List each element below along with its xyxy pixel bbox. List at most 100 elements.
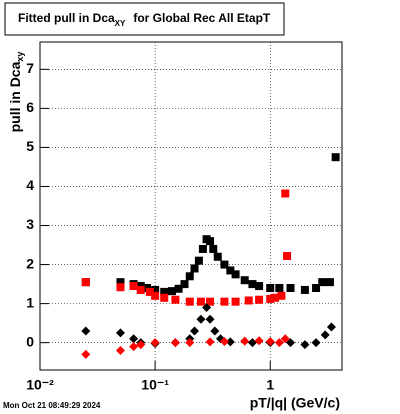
- square-marker: [209, 244, 218, 253]
- square-marker: [240, 276, 249, 285]
- y-tick-label: 4: [26, 177, 34, 193]
- square-marker: [220, 260, 229, 269]
- square-marker: [312, 284, 321, 292]
- diamond-marker: [136, 340, 146, 350]
- diamond-marker: [286, 338, 296, 348]
- square-marker: [167, 287, 176, 296]
- diamond-marker: [320, 330, 330, 340]
- y-tick-label: 0: [26, 333, 34, 349]
- square-marker: [331, 153, 340, 162]
- square-marker: [231, 297, 240, 306]
- square-marker: [145, 287, 154, 296]
- diamond-marker: [202, 303, 212, 313]
- square-marker: [231, 270, 240, 279]
- square-marker: [206, 297, 215, 306]
- square-marker: [196, 297, 205, 306]
- square-marker: [194, 256, 203, 265]
- diamond-marker: [225, 337, 235, 347]
- square-marker: [255, 282, 264, 291]
- title-box: [4, 2, 285, 36]
- y-label-text: pull in Dca: [7, 61, 23, 132]
- square-marker: [275, 284, 284, 292]
- diamond-marker: [311, 338, 321, 348]
- square-marker: [266, 284, 275, 292]
- y-label-subscript: xy: [15, 52, 25, 62]
- diamond-marker: [190, 326, 200, 336]
- diamond-marker: [185, 338, 195, 348]
- diamond-marker: [205, 337, 215, 347]
- diamond-marker: [247, 338, 257, 348]
- x-tick-label: 10⁻¹: [141, 377, 169, 393]
- square-marker: [325, 278, 334, 287]
- square-marker: [160, 293, 169, 302]
- diamond-marker: [326, 322, 336, 332]
- square-marker: [300, 285, 309, 294]
- diamond-marker: [240, 336, 250, 346]
- square-marker: [255, 295, 264, 304]
- diamond-marker: [170, 338, 180, 348]
- diamond-marker: [280, 334, 290, 344]
- square-marker: [220, 297, 229, 306]
- diamond-marker: [205, 314, 215, 324]
- diamond-marker: [129, 342, 139, 352]
- diamond-marker: [115, 328, 125, 338]
- square-marker: [206, 237, 215, 246]
- diamond-marker: [81, 349, 91, 359]
- square-marker: [283, 251, 292, 260]
- diamond-marker: [274, 338, 284, 348]
- square-marker: [180, 280, 189, 289]
- square-marker: [171, 295, 180, 304]
- square-marker: [151, 291, 160, 300]
- y-tick-label: 2: [26, 255, 34, 271]
- x-axis-label: pT/|q| (GeV/c): [250, 395, 340, 411]
- square-marker: [248, 280, 257, 289]
- square-marker: [213, 252, 222, 261]
- y-tick-label: 3: [26, 216, 34, 232]
- square-marker: [281, 189, 290, 198]
- square-marker: [318, 278, 327, 287]
- square-marker: [160, 287, 169, 296]
- y-tick-label: 1: [26, 294, 34, 310]
- square-marker: [244, 296, 253, 305]
- title-text: Fitted pull in Dca: [18, 11, 115, 25]
- title-subscript: XY: [115, 19, 126, 28]
- square-marker: [286, 284, 295, 292]
- square-marker: [81, 278, 90, 287]
- square-marker: [198, 244, 207, 253]
- square-marker: [185, 297, 194, 306]
- square-marker: [136, 285, 145, 294]
- diamond-marker: [129, 334, 139, 344]
- x-tick-label: 1: [266, 377, 274, 393]
- square-marker: [116, 283, 125, 292]
- square-marker: [116, 278, 125, 287]
- square-marker: [185, 272, 194, 281]
- diamond-marker: [265, 336, 275, 346]
- x-tick-label: 10⁻²: [26, 377, 54, 393]
- diamond-marker: [81, 326, 91, 336]
- y-tick-label: 6: [26, 99, 34, 115]
- title-suffix: for Global Rec All EtapT: [133, 11, 271, 25]
- diamond-marker: [219, 336, 229, 346]
- square-marker: [277, 291, 286, 300]
- plot-frame: [39, 41, 343, 371]
- square-marker: [226, 266, 235, 275]
- square-marker: [266, 294, 275, 303]
- square-marker: [129, 282, 138, 291]
- diamond-marker: [115, 345, 125, 355]
- square-marker: [190, 264, 199, 273]
- y-axis-label: pull in Dcaxy: [7, 52, 26, 133]
- timestamp: Mon Oct 21 08:49:29 2024: [3, 401, 101, 410]
- square-marker: [271, 293, 280, 302]
- square-marker: [174, 284, 183, 293]
- diamond-marker: [300, 340, 310, 350]
- diamond-marker: [254, 336, 264, 346]
- chart-title: Fitted pull in DcaXY for Global Rec All E…: [18, 11, 271, 28]
- y-tick-label: 5: [26, 138, 34, 154]
- diamond-marker: [210, 326, 220, 336]
- diamond-marker: [196, 314, 206, 324]
- square-marker: [151, 285, 160, 294]
- y-tick-label: 7: [26, 60, 34, 76]
- diamond-marker: [150, 338, 160, 348]
